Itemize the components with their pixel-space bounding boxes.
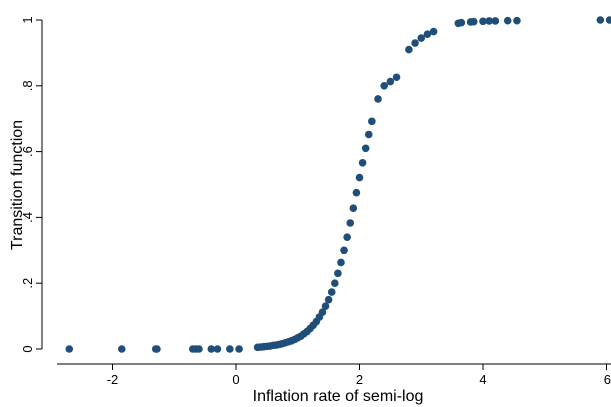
data-point (117, 345, 126, 353)
data-point (352, 188, 361, 197)
data-point (374, 95, 382, 103)
data-point (479, 17, 487, 26)
data-point (327, 288, 336, 296)
data-point (340, 246, 348, 255)
x-tick-label: 6 (604, 372, 611, 387)
data-point (235, 345, 243, 353)
data-point (605, 16, 611, 24)
data-point (364, 130, 373, 139)
data-point (411, 39, 419, 47)
y-tick-label: .2 (20, 278, 35, 289)
data-point (386, 77, 395, 86)
data-point (331, 279, 339, 288)
data-point (361, 144, 370, 153)
data-point (213, 345, 222, 353)
y-tick-label: .6 (20, 146, 35, 157)
x-tick-label: 4 (479, 372, 486, 387)
x-tick-label: 2 (356, 372, 363, 387)
data-point (392, 73, 401, 82)
data-point (358, 158, 367, 167)
data-point (491, 17, 500, 25)
y-axis-title: Transition function (9, 120, 26, 250)
data-point (469, 17, 478, 26)
data-point (417, 34, 426, 42)
data-point (226, 345, 234, 353)
data-point (343, 233, 351, 241)
data-point (429, 27, 438, 36)
data-point (207, 345, 216, 353)
y-tick-label: 1 (20, 16, 35, 23)
data-point (346, 219, 355, 227)
data-point (368, 117, 376, 126)
data-point (355, 173, 364, 182)
y-tick-label: .8 (20, 80, 35, 91)
data-point (457, 18, 466, 27)
data-point (334, 269, 342, 278)
data-point (485, 17, 493, 25)
y-tick-label: .4 (20, 212, 35, 223)
data-point (318, 308, 327, 316)
data-point (513, 16, 521, 25)
data-point (321, 302, 330, 311)
data-point (349, 204, 358, 212)
x-axis-ticks: -2 0 2 4 6 (107, 364, 611, 387)
y-axis-ticks: 0 .2 .4 .6 .8 1 (20, 16, 42, 353)
x-tick-label: 0 (232, 372, 239, 387)
x-tick-label: -2 (107, 372, 119, 387)
data-point (153, 345, 161, 353)
data-point (503, 16, 512, 25)
data-point (337, 258, 345, 267)
scatter-points (65, 16, 611, 353)
y-tick-label: 0 (20, 345, 35, 352)
data-point (195, 345, 203, 353)
data-point (423, 30, 432, 38)
data-point (380, 82, 389, 90)
data-point (596, 16, 605, 24)
x-axis-title: Inflation rate of semi-log (253, 388, 424, 405)
data-point (405, 45, 413, 54)
data-point (324, 295, 333, 304)
data-point (65, 345, 74, 353)
